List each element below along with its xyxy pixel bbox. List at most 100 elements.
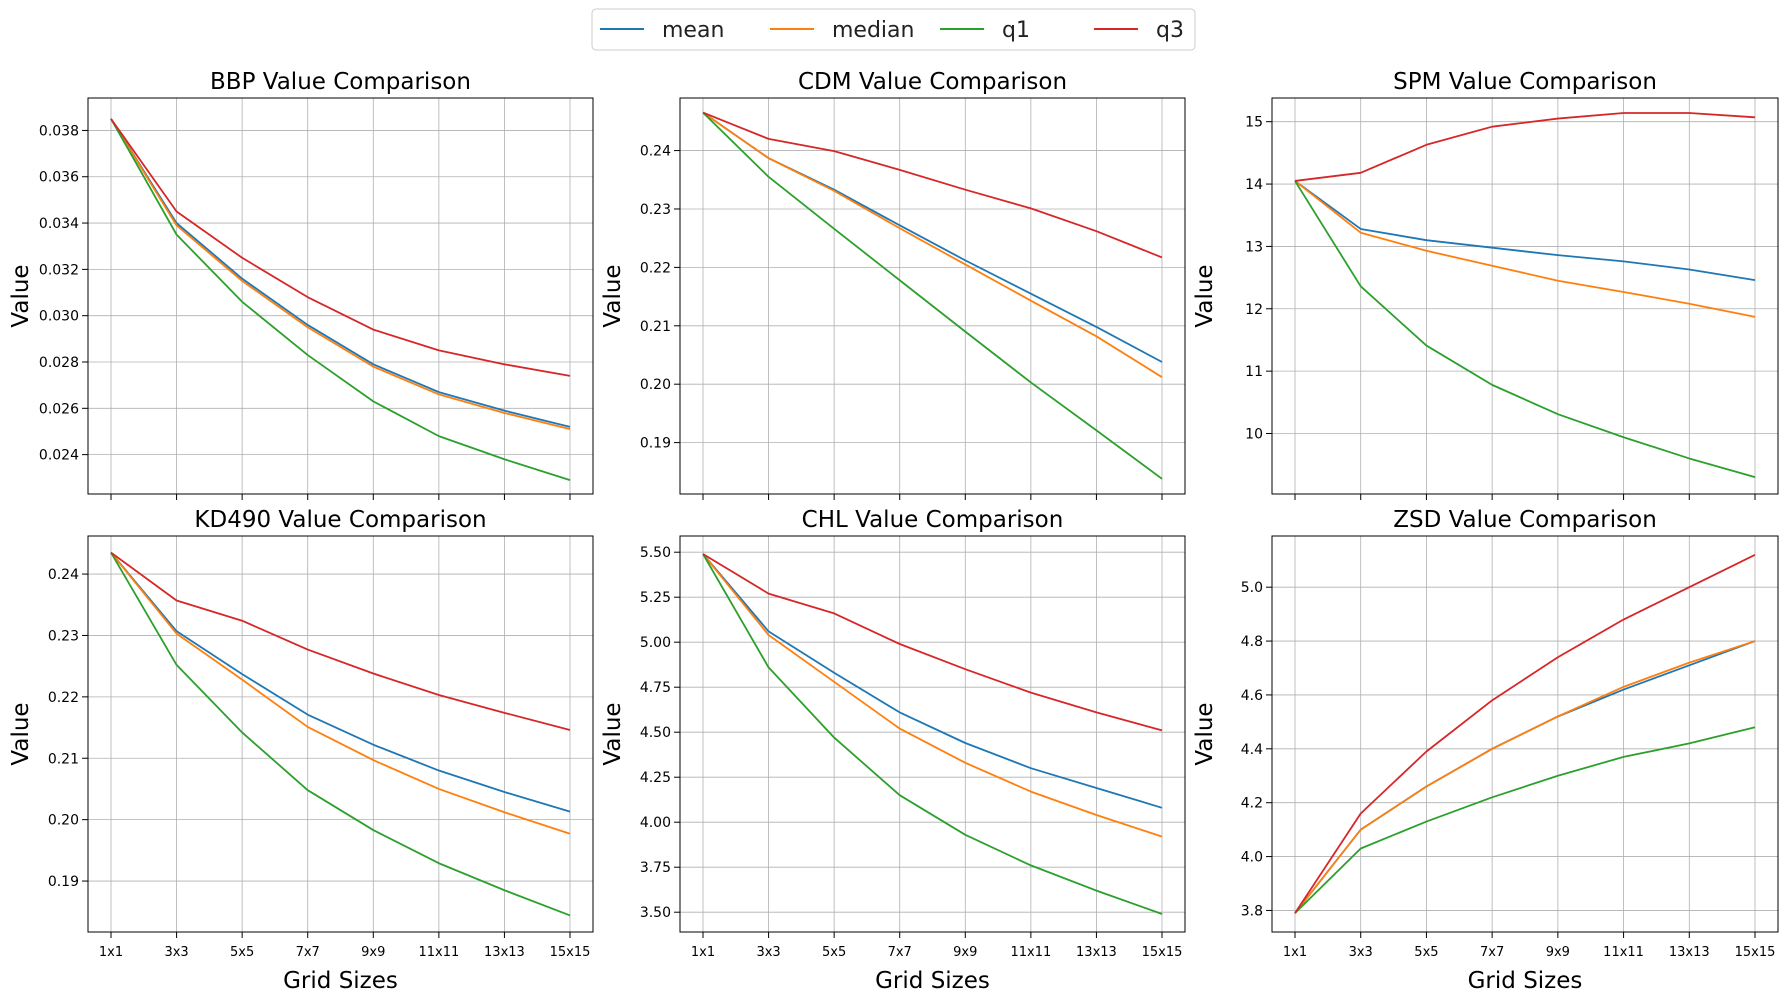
chart-title: CHL Value Comparison [802, 507, 1064, 533]
series-line-q3 [702, 553, 1163, 732]
y-tick-label: 3.75 [640, 860, 671, 876]
x-tick-label: 3x3 [756, 945, 780, 960]
x-tick-label: 15x15 [550, 945, 591, 960]
chart-panel-4: 0.19 0.20 0.21 0.22 0.23 0.24 1x1 3x3 5x5 7x7 9x9 1… [8, 507, 594, 993]
y-tick-label: 4.2 [1241, 796, 1263, 812]
x-tick-label: 9x9 [361, 945, 385, 960]
chart-title: SPM Value Comparison [1393, 69, 1657, 95]
y-tick-label: 3.50 [640, 905, 671, 921]
y-tick-label: 15 [1245, 115, 1263, 131]
chart-title: ZSD Value Comparison [1393, 507, 1657, 533]
x-tick-label: 15x15 [1735, 945, 1776, 960]
y-tick-label: 12 [1245, 302, 1263, 318]
y-tick-label: 13 [1245, 239, 1263, 255]
legend-entry-q3: q3 [1094, 18, 1184, 43]
y-tick-label: 0.19 [640, 436, 671, 452]
y-tick-label: 5.50 [640, 545, 671, 561]
chart-grid: 0.024 0.026 0.028 0.030 0.032 0.034 0.036 0.038… [8, 69, 1779, 993]
y-axis-label: Value [8, 264, 34, 327]
x-tick-label: 7x7 [1480, 945, 1504, 960]
series-line-mean [702, 111, 1163, 363]
x-tick-label: 11x11 [418, 945, 459, 960]
y-tick-label: 0.22 [640, 260, 671, 276]
y-tick-label: 4.50 [640, 725, 671, 741]
y-tick-label: 4.4 [1241, 742, 1263, 758]
series-line-q3 [1294, 554, 1756, 914]
legend-label-median: median [832, 18, 914, 43]
y-tick-label: 5.00 [640, 635, 671, 651]
y-tick-label: 0.21 [640, 319, 671, 335]
series-line-mean [110, 118, 571, 428]
chart-title: BBP Value Comparison [210, 69, 471, 95]
series-line-q1 [1294, 726, 1756, 914]
chart-panel-5: 3.50 3.75 4.00 4.25 4.50 4.75 5.00 5.25 5.50 1x1 3… [600, 507, 1186, 993]
chart-panel-2: 0.19 0.20 0.21 0.22 0.23 0.24 CDM Value Compar… [600, 69, 1186, 500]
y-tick-label: 0.19 [48, 874, 79, 890]
chart-title: CDM Value Comparison [798, 69, 1067, 95]
y-axis-label: Value [1192, 702, 1218, 765]
x-axis-label: Grid Sizes [875, 968, 990, 993]
chart-panel-6: 3.8 4.0 4.2 4.4 4.6 4.8 5.0 1x1 3x3 5x5 7x7 9x9 11x1… [1192, 507, 1779, 993]
y-tick-label: 0.21 [48, 751, 79, 767]
y-axis-label: Value [8, 702, 34, 765]
x-tick-label: 13x13 [1669, 945, 1710, 960]
y-tick-label: 14 [1245, 177, 1263, 193]
x-axis-label: Grid Sizes [1468, 968, 1583, 993]
y-tick-label: 5.0 [1241, 580, 1263, 596]
legend-entry-mean: mean [600, 18, 724, 43]
x-tick-label: 3x3 [164, 945, 188, 960]
y-tick-label: 10 [1245, 427, 1263, 443]
y-tick-label: 3.8 [1241, 903, 1263, 919]
y-tick-label: 4.75 [640, 680, 671, 696]
x-tick-label: 7x7 [888, 945, 912, 960]
y-tick-label: 0.026 [39, 401, 79, 417]
legend-label-q3: q3 [1156, 18, 1184, 43]
y-tick-label: 4.0 [1241, 850, 1263, 866]
y-tick-label: 0.030 [39, 309, 79, 325]
series-line-q1 [702, 553, 1163, 915]
y-tick-label: 11 [1245, 364, 1263, 380]
y-tick-label: 0.24 [640, 144, 671, 160]
y-tick-label: 0.024 [39, 448, 79, 464]
series-line-q1 [110, 118, 571, 481]
series-line-mean [1294, 640, 1756, 914]
x-tick-label: 1x1 [1283, 945, 1307, 960]
series-line-median [110, 118, 571, 431]
series-line-q3 [110, 551, 571, 731]
legend: mean median q1 q3 [591, 8, 1196, 51]
series-line-median [702, 111, 1163, 378]
plot-frame [1271, 535, 1779, 933]
x-tick-label: 5x5 [230, 945, 254, 960]
y-tick-label: 0.24 [48, 567, 79, 583]
y-tick-label: 5.25 [640, 590, 671, 606]
series-line-mean [1294, 180, 1756, 281]
chart-panel-3: 10 11 12 13 14 15 SPM Value Comparison Value [1192, 69, 1779, 500]
legend-entry-median: median [770, 18, 914, 43]
legend-label-q1: q1 [1002, 18, 1030, 43]
y-axis-label: Value [600, 264, 626, 327]
y-tick-label: 0.20 [640, 377, 671, 393]
x-tick-label: 13x13 [1076, 945, 1117, 960]
y-tick-label: 0.028 [39, 355, 79, 371]
plot-frame [679, 535, 1186, 933]
x-tick-label: 15x15 [1142, 945, 1183, 960]
x-tick-label: 9x9 [1546, 945, 1570, 960]
legend-label-mean: mean [662, 18, 724, 43]
series-line-median [110, 552, 571, 835]
y-tick-label: 0.036 [39, 170, 79, 186]
series-line-mean [110, 552, 571, 813]
series-line-q1 [110, 552, 571, 917]
x-tick-label: 13x13 [484, 945, 525, 960]
series-line-q1 [1294, 180, 1756, 479]
x-tick-label: 1x1 [99, 945, 123, 960]
y-tick-label: 4.25 [640, 770, 671, 786]
y-tick-label: 0.20 [48, 813, 79, 829]
x-tick-label: 11x11 [1010, 945, 1051, 960]
plot-frame [679, 97, 1186, 495]
y-tick-label: 0.23 [48, 628, 79, 644]
y-tick-label: 0.032 [39, 262, 79, 278]
series-line-median [1294, 640, 1756, 914]
series-line-q1 [702, 111, 1163, 480]
series-line-q3 [702, 111, 1163, 259]
